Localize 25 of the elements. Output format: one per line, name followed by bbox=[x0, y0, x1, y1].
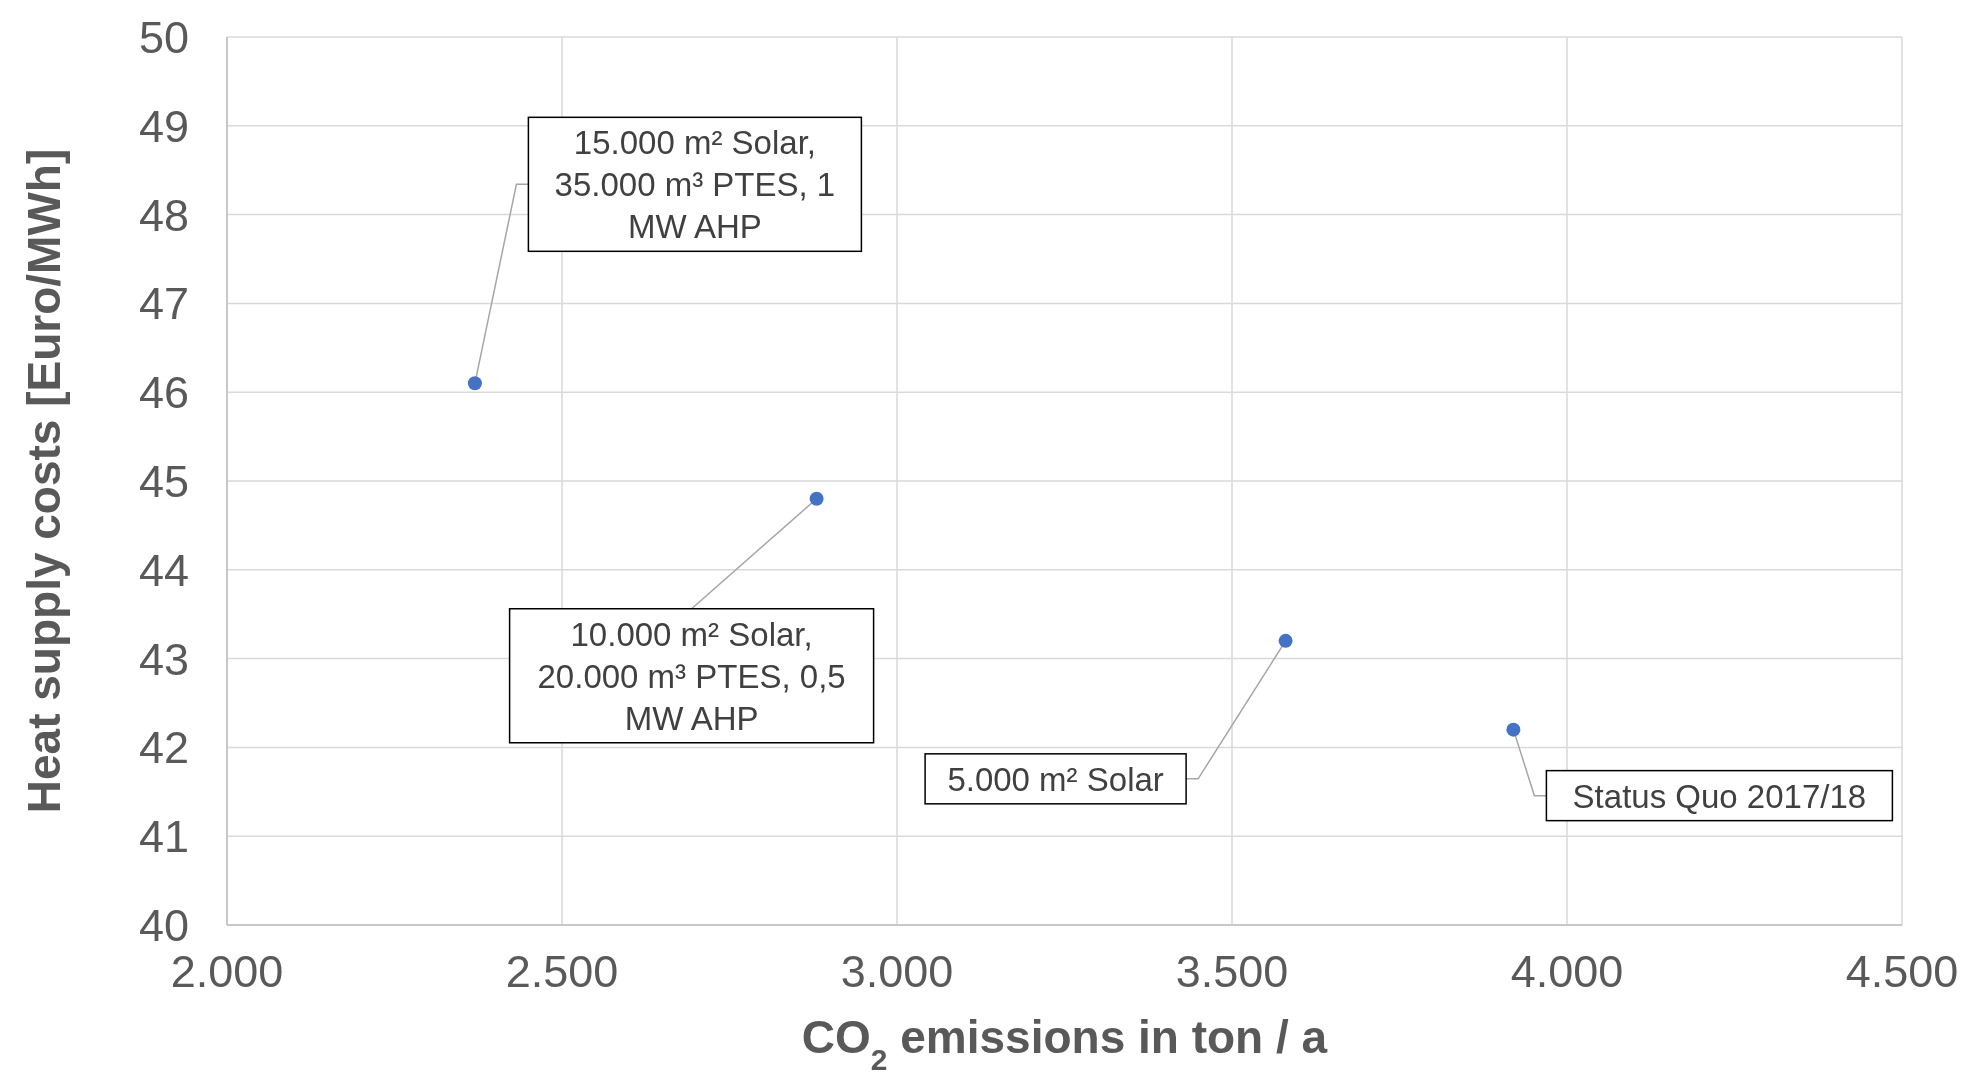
point bbox=[809, 491, 824, 506]
y-tick-label: 48 bbox=[138, 189, 189, 241]
y-tick-label: 46 bbox=[138, 367, 189, 419]
point bbox=[1506, 722, 1521, 737]
y-tick-label: 47 bbox=[138, 278, 189, 330]
annotation: 10.000 m² Solar, 20.000 m³ PTES, 0,5 MW AHP bbox=[537, 615, 846, 737]
annotation: 15.000 m² Solar, 35.000 m³ PTES, 1 MW AHP bbox=[554, 124, 836, 246]
y-tick-label: 44 bbox=[138, 544, 189, 596]
y-tick-label: 49 bbox=[138, 100, 189, 152]
y-tick-label: 41 bbox=[138, 811, 189, 863]
y-tick-label: 42 bbox=[138, 722, 189, 774]
x-tick-label: 3.000 bbox=[840, 946, 954, 997]
y-axis-title: Heat supply costs [Euro/MWh] bbox=[18, 148, 70, 814]
x-tick-label: 2.500 bbox=[505, 946, 619, 997]
y-tick-label: 50 bbox=[138, 12, 189, 63]
x-tick-label: 4.500 bbox=[1845, 946, 1959, 997]
x-axis-title: CO$_{2}$ emissions in ton / a bbox=[801, 1011, 1328, 1076]
x-tick-label: 3.500 bbox=[1175, 946, 1289, 997]
annotation: 5.000 m² Solar bbox=[947, 760, 1164, 798]
point bbox=[1278, 633, 1293, 648]
y-tick-label: 45 bbox=[138, 456, 189, 507]
x-tick-label: 4.000 bbox=[1510, 946, 1624, 997]
point bbox=[467, 376, 482, 391]
y-tick-label: 43 bbox=[138, 633, 189, 685]
annotation: Status Quo 2017/18 bbox=[1572, 777, 1867, 815]
